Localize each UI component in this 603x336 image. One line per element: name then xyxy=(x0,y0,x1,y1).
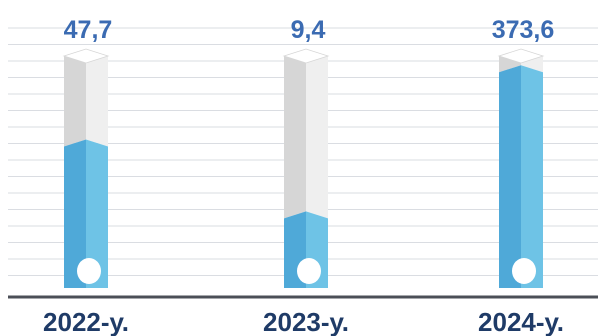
category-label: 2022-у. xyxy=(43,307,129,336)
bar xyxy=(282,48,330,288)
value-label: 373,6 xyxy=(492,16,555,44)
bar-base-circle xyxy=(297,258,321,284)
value-label: 9,4 xyxy=(291,16,326,44)
category-label: 2023-у. xyxy=(263,307,349,336)
bar-top-cap xyxy=(62,48,110,64)
bar-fill-right xyxy=(86,139,108,288)
bars xyxy=(62,48,545,289)
bar-base-circle xyxy=(512,258,536,284)
bar-fill-right xyxy=(521,65,543,289)
bar-base-circle xyxy=(77,258,101,284)
bar xyxy=(497,48,545,289)
bar xyxy=(62,48,110,288)
value-label: 47,7 xyxy=(64,16,113,44)
bar-top-cap xyxy=(282,48,330,64)
bar-empty-right xyxy=(306,49,328,219)
bar-fill-left xyxy=(499,65,521,289)
bar-fill-left xyxy=(64,139,86,288)
category-label: 2024-у. xyxy=(478,307,564,336)
labels: 47,7 2022-у. 9,4 2023-у. 373,6 2024-у. xyxy=(43,16,564,336)
bar-empty-right xyxy=(86,49,108,147)
bar-empty-left xyxy=(64,49,86,147)
bar-empty-left xyxy=(284,49,306,219)
bar-top-cap xyxy=(497,48,545,64)
